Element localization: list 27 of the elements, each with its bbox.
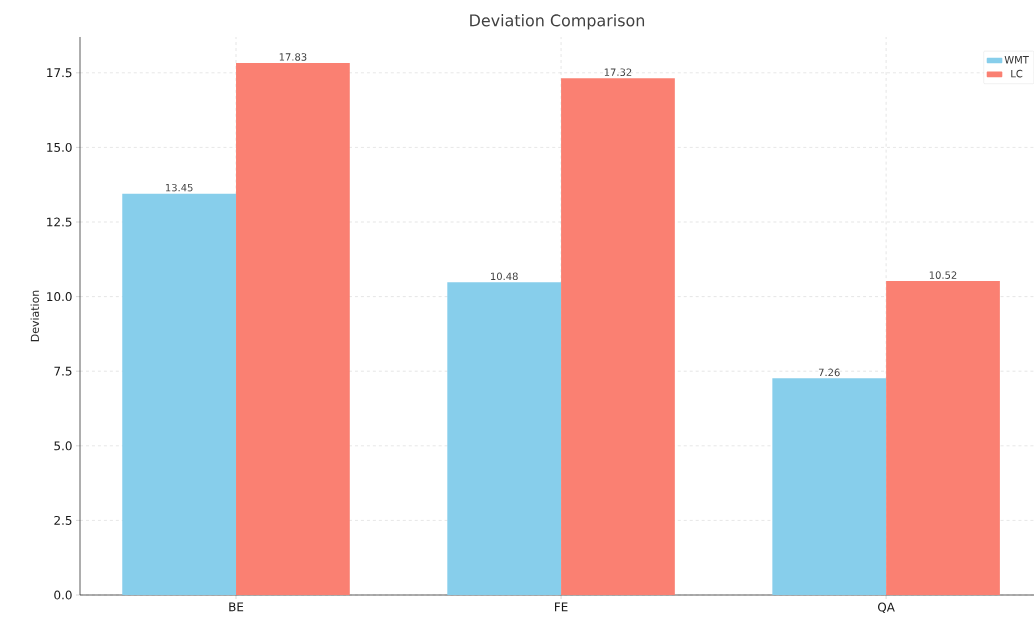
x-tick-label: QA <box>877 602 895 613</box>
x-tick-label: BE <box>229 602 244 612</box>
y-tick-label: 5.0 <box>54 441 72 451</box>
bar <box>447 282 562 595</box>
data-label: 17.32 <box>604 68 632 76</box>
y-tick-label: 12.5 <box>47 217 72 227</box>
x-tick-label: FE <box>555 602 568 612</box>
data-label: 7.26 <box>818 368 840 377</box>
y-tick-label: 15.0 <box>47 142 72 152</box>
bar <box>236 62 350 595</box>
y-tick-label: 10.0 <box>47 292 72 302</box>
chart-title: Deviation Comparison <box>470 14 645 30</box>
y-tick-label: 2.5 <box>54 515 72 525</box>
bar <box>772 378 887 595</box>
data-label: 17.83 <box>279 53 307 61</box>
data-label: 13.45 <box>165 183 193 192</box>
y-tick-label: 7.5 <box>54 366 72 376</box>
data-label: 10.48 <box>491 272 518 281</box>
bar <box>886 281 1000 595</box>
data-label: 10.52 <box>929 271 957 279</box>
bar <box>561 78 675 595</box>
legend-label: LC <box>1011 69 1023 78</box>
y-tick-label: 0.0 <box>54 590 72 600</box>
y-axis-title: Deviation <box>30 290 40 342</box>
legend-label: WMT <box>1004 56 1029 64</box>
bar <box>122 193 237 595</box>
y-tick-label: 17.5 <box>47 68 72 78</box>
